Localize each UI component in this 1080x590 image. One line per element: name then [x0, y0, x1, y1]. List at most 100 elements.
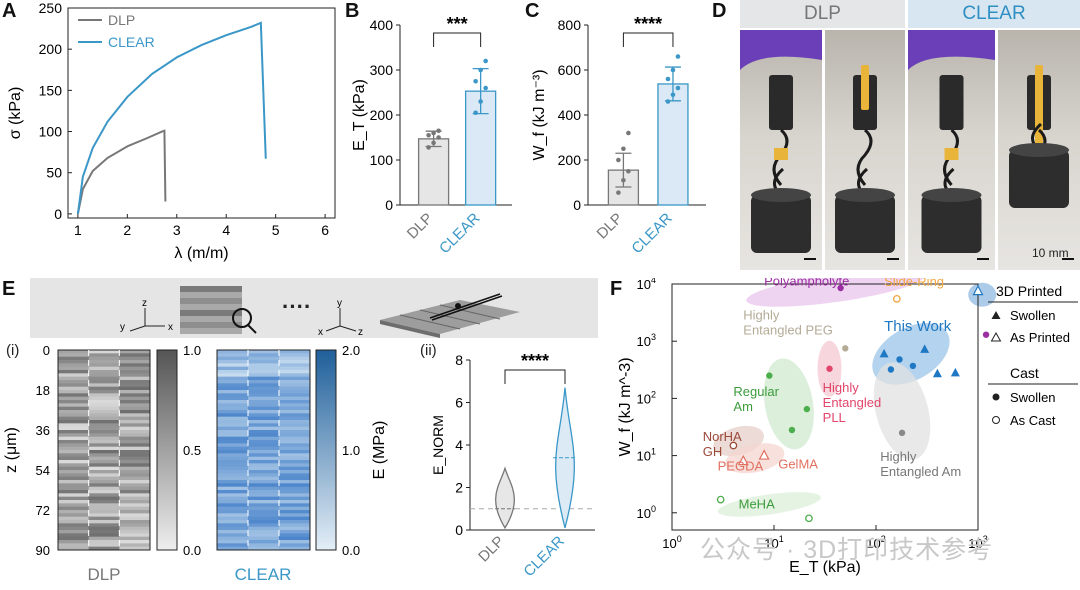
- y-tick-label: 800: [558, 17, 582, 33]
- heatmap-cell: [58, 426, 90, 431]
- heatmap-cell: [88, 360, 120, 364]
- legend-label-clear: CLEAR: [108, 34, 155, 50]
- heatmap-cell: [248, 430, 280, 434]
- heatmap-cell: [248, 400, 280, 404]
- heatmap-cell: [279, 546, 311, 551]
- heatmap-cell: [119, 396, 151, 401]
- heatmap-cell: [119, 476, 151, 481]
- legend-label-dlp: DLP: [108, 12, 135, 28]
- heatmap-cell: [58, 476, 90, 481]
- heatmap-cell: [279, 386, 311, 391]
- point-regular-am: [803, 405, 811, 413]
- heatmap-cell: [119, 530, 151, 534]
- heatmap-cell: [248, 383, 280, 388]
- heatmap-cell: [279, 526, 311, 531]
- heatmap-cell: [58, 390, 90, 394]
- colorbar-tick-label: 1.0: [183, 343, 201, 358]
- heatmap-cell: [119, 426, 151, 431]
- group-label-slide-ring: Slide-Ring: [884, 278, 944, 289]
- heatmap-cell: [217, 423, 249, 428]
- fracture-energy-bar-chart: 0 200 400 600 800 DLP CLEAR **** W_f (kJ m⁻³): [531, 14, 706, 257]
- region-ellipse: [873, 362, 931, 460]
- photo-frame-4: [998, 30, 1080, 270]
- y-tick-label: 100: [370, 152, 394, 168]
- legend-marker-as-cast: [992, 416, 1000, 424]
- scale-bar: [977, 258, 989, 260]
- colorbar-tick-label: 0.0: [183, 543, 201, 558]
- normalized-modulus-violin-chart: 0 2 4 6 8 E_NORM DLP CLEAR ****: [430, 351, 595, 580]
- heatmap-cell: [248, 510, 280, 514]
- heatmap-cell: [248, 500, 280, 504]
- heatmap-cell: [248, 460, 280, 464]
- heatmap-cell: [88, 456, 120, 461]
- data-point: [665, 76, 671, 82]
- sample-band: [944, 148, 959, 160]
- heatmap-cell: [88, 513, 120, 518]
- heatmap-cell: [119, 500, 151, 504]
- x-tick-label: 1: [74, 222, 82, 238]
- heatmap-cell: [279, 433, 311, 438]
- heatmap-cell: [119, 420, 151, 424]
- heatmap-cell: [88, 446, 120, 451]
- point-this-work: [909, 362, 917, 370]
- heatmap-cell: [119, 366, 151, 371]
- heatmap-cell: [248, 433, 280, 438]
- heatmap-cell: [279, 500, 311, 504]
- point-this-work: [932, 368, 942, 378]
- x-tick-label: 6: [321, 222, 329, 238]
- x-label-dlp: DLP: [87, 565, 120, 584]
- heatmap-cell: [88, 483, 120, 488]
- heatmap-cell: [248, 493, 280, 498]
- heatmap-cell: [119, 523, 151, 528]
- point-highly-entangled-am: [898, 429, 906, 437]
- heatmap-cell: [119, 403, 151, 408]
- heatmap-cell: [279, 403, 311, 408]
- heatmap-cell: [119, 370, 151, 374]
- photo-header-clear: CLEAR: [908, 0, 1080, 28]
- heatmap-cell: [248, 486, 280, 491]
- heatmap-cell: [279, 413, 311, 418]
- heatmap-cell: [279, 360, 311, 364]
- photo-header-dlp-label: DLP: [804, 3, 841, 24]
- heatmap-cell: [58, 523, 90, 528]
- heatmap-cell: [119, 436, 151, 441]
- heatmap-cell: [217, 533, 249, 538]
- photo-drawing: [1009, 65, 1074, 260]
- heatmap-cell: [217, 526, 249, 531]
- y-tick-label: 0: [573, 197, 581, 213]
- group-label-highly-entangled-peg: Highly Entangled PEG: [743, 307, 833, 337]
- heatmap-cell: [279, 476, 311, 481]
- heatmap-cell: [279, 443, 311, 448]
- heatmap-cell: [248, 356, 280, 361]
- heatmap-cell: [248, 410, 280, 414]
- heatmap-cell: [119, 543, 151, 548]
- heatmap-cell: [279, 486, 311, 491]
- svg-text:z: z: [358, 327, 363, 338]
- heatmap-cell: [58, 500, 90, 504]
- x-label-clear: CLEAR: [235, 565, 292, 584]
- data-point: [426, 132, 431, 138]
- heatmap-cell: [217, 543, 249, 548]
- sliced-sample: [380, 293, 520, 338]
- heatmap-cell: [248, 440, 280, 444]
- point-this-work: [879, 348, 889, 358]
- heatmap-cell: [58, 366, 90, 371]
- heatmap-cell: [58, 533, 90, 538]
- heatmap-cell: [88, 400, 120, 404]
- y-tick-label: 150: [39, 82, 63, 98]
- heatmap-cell: [119, 376, 151, 381]
- heatmap-cell: [119, 353, 151, 358]
- heatmap-cell: [88, 493, 120, 498]
- point-meha: [805, 514, 813, 523]
- heatmap-cell: [58, 450, 90, 454]
- weight-top: [835, 188, 895, 202]
- heatmap-cell: [279, 516, 311, 521]
- heatmap-cell: [119, 410, 151, 414]
- y-tick-label: 4: [455, 437, 463, 453]
- heatmap-cell: [217, 433, 249, 438]
- axes-icon-left: [129, 308, 165, 332]
- heatmap-cell: [248, 366, 280, 371]
- data-point: [478, 99, 483, 104]
- heatmap-cell: [88, 416, 120, 421]
- heatmap-cell: [88, 386, 120, 391]
